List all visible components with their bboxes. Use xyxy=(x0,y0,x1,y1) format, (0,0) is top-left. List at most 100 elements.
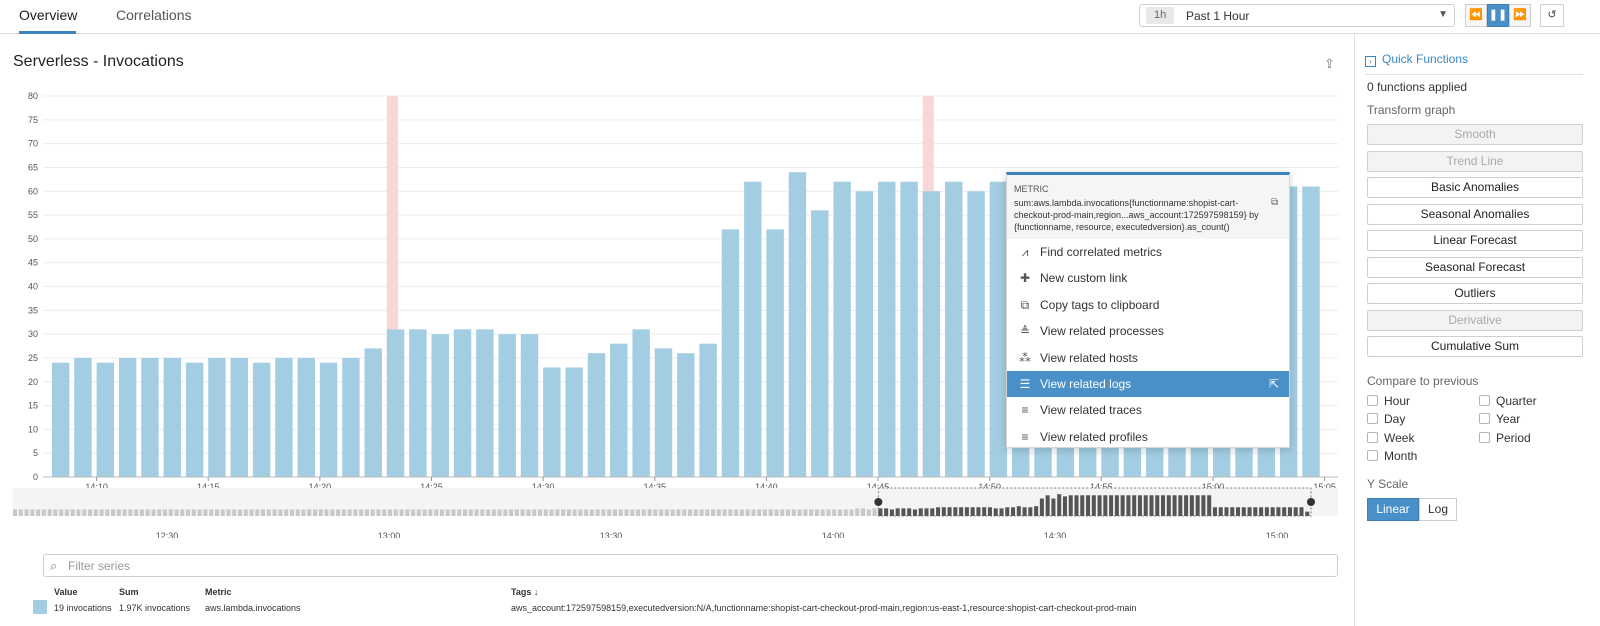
checkbox-icon[interactable] xyxy=(1479,395,1490,406)
quick-functions-toggle[interactable]: › Quick Functions xyxy=(1365,52,1468,67)
y-tick-label: 25 xyxy=(28,353,38,363)
smooth-button[interactable]: Smooth xyxy=(1367,124,1583,145)
bar xyxy=(498,334,516,477)
bar xyxy=(654,348,673,477)
navigator-bar xyxy=(382,509,387,516)
correlated-metrics-icon: ⩘ xyxy=(1021,245,1029,259)
navigator-bar xyxy=(491,509,496,516)
navigator-bar xyxy=(1080,495,1085,516)
x-tick-label: 14:30 xyxy=(532,482,555,492)
checkbox-icon[interactable] xyxy=(1479,413,1490,424)
navigator-bar xyxy=(162,509,168,516)
time-range-select[interactable]: 1h Past 1 Hour ▼ xyxy=(1139,4,1455,27)
legend-header-sum[interactable]: Sum xyxy=(119,587,139,597)
compare-year-checkbox[interactable]: Year xyxy=(1479,412,1520,426)
navigator-bar xyxy=(312,509,318,516)
navigator-bar xyxy=(549,509,554,516)
checkbox-icon[interactable] xyxy=(1479,432,1490,443)
navigator-bar xyxy=(295,509,300,516)
filter-series-input[interactable] xyxy=(68,558,668,573)
legend-value: 19 invocations xyxy=(54,603,112,613)
navigator-bar xyxy=(428,509,433,516)
bar xyxy=(520,334,539,477)
menu-item-view-related-hosts[interactable]: ⁂ View related hosts xyxy=(1007,345,1289,371)
copy-icon[interactable]: ⧉ xyxy=(1271,197,1279,208)
compare-day-checkbox[interactable]: Day xyxy=(1367,412,1405,426)
cumulative-sum-button[interactable]: Cumulative Sum xyxy=(1367,336,1583,357)
bar xyxy=(386,329,405,477)
navigator-bar xyxy=(255,509,260,516)
navigator-bar xyxy=(307,509,312,516)
navigator-bar xyxy=(826,509,831,516)
menu-item-label: View related logs xyxy=(1040,377,1132,391)
legend-header-tags[interactable]: Tags ↓ xyxy=(511,587,539,597)
navigator-bar xyxy=(653,509,658,516)
navigator-bar xyxy=(64,509,69,516)
navigator-bar xyxy=(647,509,652,516)
menu-item-copy-tags-to-clipboard[interactable]: ⧉ Copy tags to clipboard xyxy=(1007,292,1289,318)
tab-correlations[interactable]: Correlations xyxy=(116,7,192,23)
linear-forecast-button[interactable]: Linear Forecast xyxy=(1367,230,1583,251)
navigator-bar xyxy=(387,509,393,516)
bar xyxy=(141,357,159,477)
navigator-bar xyxy=(1172,495,1177,516)
bar xyxy=(565,367,583,477)
legend-header-metric[interactable]: Metric xyxy=(205,587,232,597)
navigator-bar xyxy=(1161,495,1166,516)
y-scale-linear[interactable]: Linear xyxy=(1367,498,1419,521)
metric-header: METRIC sum:aws.lambda.invocations{functi… xyxy=(1007,175,1289,239)
bar xyxy=(878,181,896,477)
share-icon[interactable]: ⇪ xyxy=(1324,56,1335,71)
navigator-bar xyxy=(1166,495,1171,516)
navigator-handle-left[interactable] xyxy=(874,498,883,506)
menu-item-view-related-logs[interactable]: ☰ View related logs ⇱ xyxy=(1007,371,1289,397)
fast-forward-button[interactable]: ⏩ xyxy=(1509,4,1531,27)
navigator-bar xyxy=(1207,495,1212,516)
compare-period-checkbox[interactable]: Period xyxy=(1479,431,1531,445)
navigator-bar xyxy=(1305,511,1310,516)
navigator-bar xyxy=(422,509,427,516)
menu-item-view-related-traces[interactable]: ≡ View related traces xyxy=(1007,397,1289,423)
derivative-button[interactable]: Derivative xyxy=(1367,309,1583,331)
compare-quarter-checkbox[interactable]: Quarter xyxy=(1479,394,1537,408)
trend-line-button[interactable]: Trend Line xyxy=(1367,150,1583,172)
checkbox-icon[interactable] xyxy=(1367,395,1378,406)
menu-item-view-related-profiles[interactable]: ≡ View related profiles xyxy=(1007,424,1289,450)
seasonal-anomalies-button[interactable]: Seasonal Anomalies xyxy=(1367,203,1583,225)
navigator-bar xyxy=(739,509,744,516)
checkbox-icon[interactable] xyxy=(1367,413,1378,424)
seasonal-forecast-button[interactable]: Seasonal Forecast xyxy=(1367,256,1583,278)
reset-button[interactable]: ↺ xyxy=(1540,4,1564,27)
menu-item-label: View related processes xyxy=(1040,324,1164,339)
checkbox-icon[interactable] xyxy=(1367,450,1378,461)
menu-item-find-correlated-metrics[interactable]: ⩘ Find correlated metrics xyxy=(1007,239,1289,265)
basic-anomalies-button[interactable]: Basic Anomalies xyxy=(1367,177,1583,198)
navigator-bar xyxy=(814,509,819,516)
navigator-bar xyxy=(139,509,144,516)
compare-month-checkbox[interactable]: Month xyxy=(1367,449,1417,463)
navigator-handle-right[interactable] xyxy=(1307,498,1315,506)
navigator-bar xyxy=(30,509,35,516)
bar xyxy=(744,181,762,477)
bar xyxy=(989,181,1008,477)
menu-item-view-related-processes[interactable]: ≜ View related processes xyxy=(1007,318,1289,344)
navigator-bar xyxy=(682,509,687,516)
rewind-button[interactable]: ⏪ xyxy=(1465,4,1487,27)
series-color-swatch[interactable] xyxy=(33,600,47,614)
navigator-bar xyxy=(457,509,462,516)
navigator-bar xyxy=(566,509,571,516)
compare-hour-checkbox[interactable]: Hour xyxy=(1367,394,1410,408)
compare-week-checkbox[interactable]: Week xyxy=(1367,431,1414,445)
pause-button[interactable]: ❚❚ xyxy=(1487,4,1509,27)
checkbox-icon[interactable] xyxy=(1367,432,1378,443)
navigator-bar xyxy=(1287,507,1292,516)
navigator-bar xyxy=(982,507,987,516)
profiles-icon: ≡ xyxy=(1021,429,1029,444)
legend-header-value[interactable]: Value xyxy=(54,587,78,597)
external-link-icon[interactable]: ⇱ xyxy=(1268,377,1279,391)
y-scale-log[interactable]: Log xyxy=(1419,498,1457,521)
outliers-button[interactable]: Outliers xyxy=(1367,283,1583,304)
menu-item-new-custom-link[interactable]: ✚ New custom link xyxy=(1007,265,1289,291)
collapse-panel-icon: › xyxy=(1365,56,1376,67)
tab-overview[interactable]: Overview xyxy=(19,0,77,34)
